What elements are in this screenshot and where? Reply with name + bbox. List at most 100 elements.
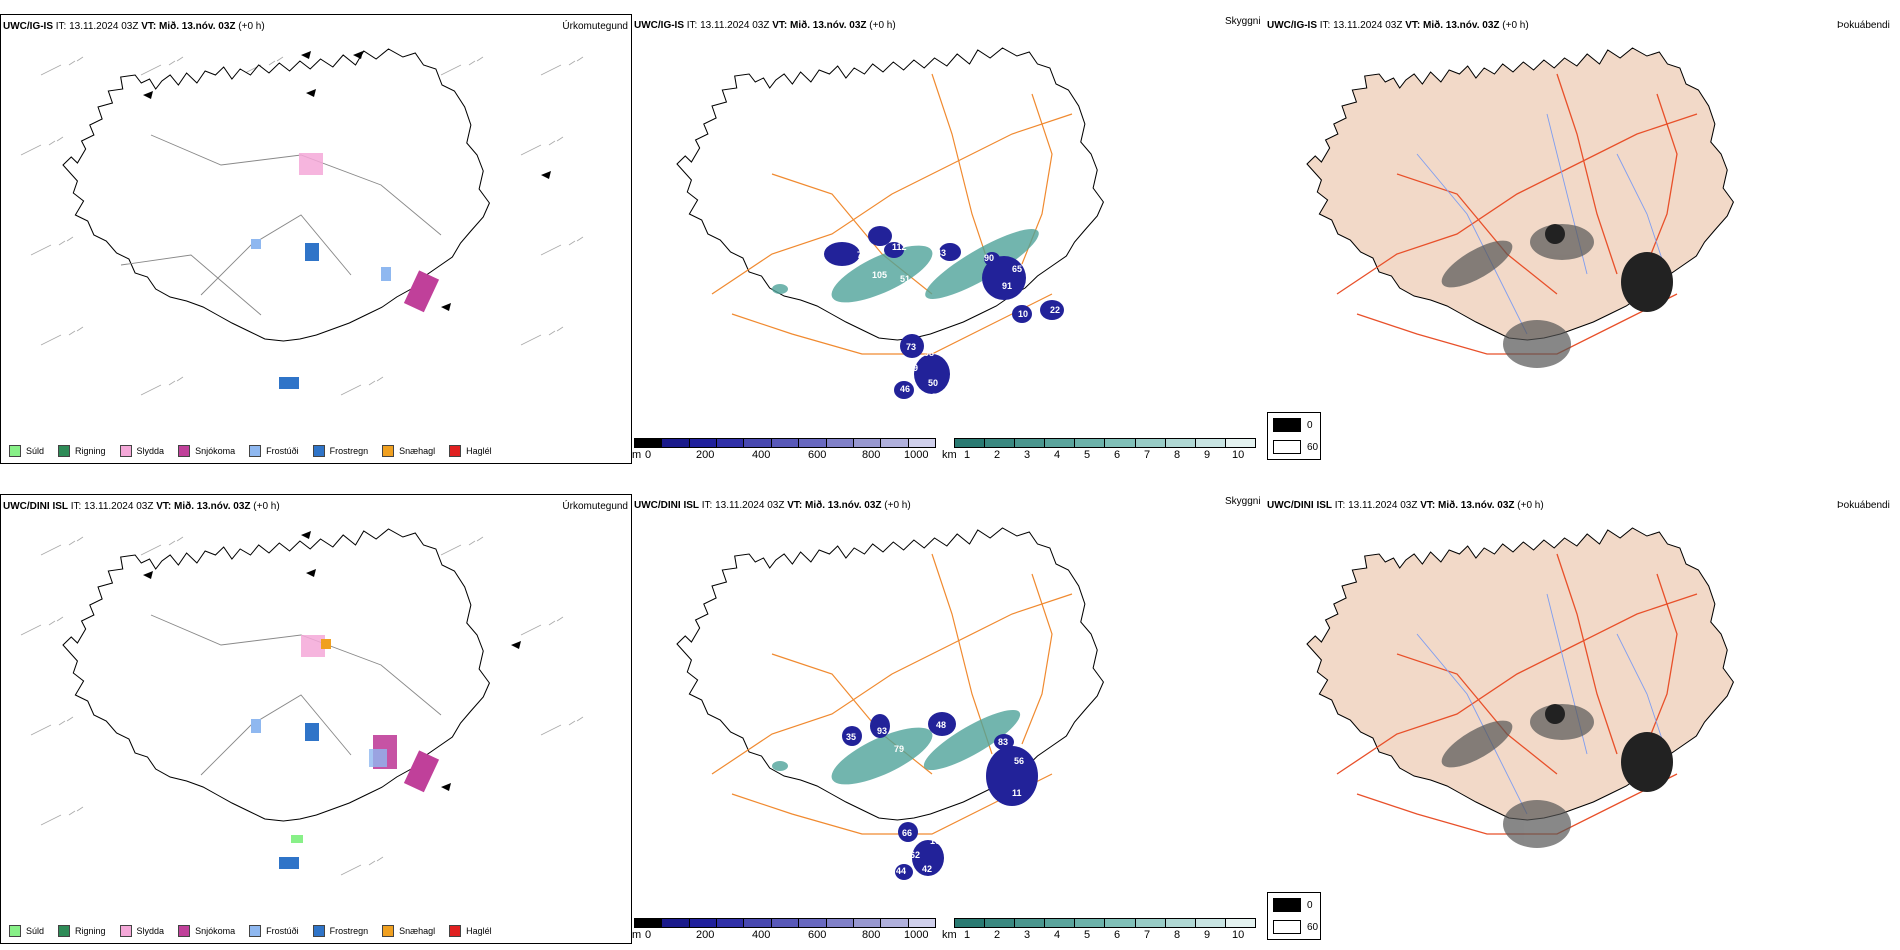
valid-time: VT: Mið. 13.nóv. 03Z <box>1420 500 1515 511</box>
ceiling-label: 43 <box>936 248 946 258</box>
ceiling-label: 50 <box>928 378 938 388</box>
panel-type-label: Þokuábendi <box>1837 500 1890 511</box>
ceiling-colorbar <box>634 918 936 928</box>
panel-header: UWC/IG-IS IT: 13.11.2024 03Z VT: Mið. 13… <box>634 20 896 32</box>
legend-item: Snjókoma <box>178 925 235 937</box>
fog-swatch <box>1273 920 1301 934</box>
ceiling-label: 90 <box>984 253 994 263</box>
ceiling-unit: m <box>632 929 642 941</box>
visibility-tick: 10 <box>1232 449 1245 461</box>
ceiling-label: 11 <box>1012 788 1022 798</box>
ceiling-tick: 600 <box>808 929 827 941</box>
valid-time: VT: Mið. 13.nóv. 03Z <box>156 501 251 512</box>
fog-panel-2: UWC/DINI ISL IT: 13.11.2024 03Z VT: Mið.… <box>1267 494 1900 944</box>
legend-swatch <box>9 925 21 937</box>
ceiling-tick: 400 <box>752 449 771 461</box>
visibility-tick: 10 <box>1232 929 1245 941</box>
issue-time: IT: 13.11.2024 03Z <box>686 20 770 31</box>
fog-legend-row: 60 <box>1273 920 1318 934</box>
issue-time: IT: 13.11.2024 03Z <box>55 21 139 32</box>
precip-legend: Súld Rigning Slydda Snjókoma Frostúði Fr… <box>9 925 506 937</box>
ceiling-label: 73 <box>906 342 916 352</box>
legend-swatch <box>119 925 132 937</box>
legend-swatch <box>312 445 325 457</box>
panel-type-label: Skyggni <box>1225 496 1261 507</box>
ceiling-label: 46 <box>900 384 910 394</box>
ceiling-unit: m <box>632 449 642 461</box>
legend-item: Snæhagl <box>382 445 435 457</box>
precip-panel-2: UWC/DINI ISL IT: 13.11.2024 03Z VT: Mið.… <box>0 494 632 944</box>
legend-swatch <box>449 925 462 937</box>
ceiling-label: 66 <box>902 828 912 838</box>
visibility-tick: 1 <box>964 449 971 461</box>
fog-legend-row: 60 <box>1273 440 1318 454</box>
lead-time: (+0 h) <box>869 20 896 31</box>
valid-time: VT: Mið. 13.nóv. 03Z <box>772 20 867 31</box>
legend-swatch <box>249 925 262 937</box>
ceiling-tick: 1000 <box>904 449 929 461</box>
legend-item: Slydda <box>119 445 164 457</box>
legend-swatch <box>382 445 395 457</box>
ceiling-label: 106 <box>930 836 945 846</box>
visibility-tick: 5 <box>1084 449 1091 461</box>
ceiling-label: 69 <box>908 363 918 373</box>
visibility-tick: 3 <box>1024 929 1031 941</box>
ceiling-label: 44 <box>896 866 906 876</box>
legend-item: Haglél <box>449 925 492 937</box>
ceiling-label: 62 <box>910 850 920 860</box>
fog-swatch <box>1273 418 1301 432</box>
valid-time: VT: Mið. 13.nóv. 03Z <box>1405 20 1500 31</box>
visibility-tick: 8 <box>1174 929 1181 941</box>
visibility-tick: 2 <box>994 449 1001 461</box>
legend-item: Frostúði <box>249 445 299 457</box>
fog-swatch <box>1273 898 1301 912</box>
lead-time: (+0 h) <box>253 501 280 512</box>
panel-header: UWC/IG-IS IT: 13.11.2024 03Z VT: Mið. 13… <box>3 21 265 33</box>
ceiling-tick: 400 <box>752 929 771 941</box>
issue-time: IT: 13.11.2024 03Z <box>701 500 785 511</box>
lead-time: (+0 h) <box>1517 500 1544 511</box>
legend-item: Slydda <box>119 925 164 937</box>
visibility-tick: 6 <box>1114 449 1121 461</box>
legend-swatch <box>312 925 325 937</box>
legend-swatch <box>449 445 462 457</box>
panel-type-label: Þokuábendi <box>1837 20 1890 31</box>
legend-item: Rigning <box>58 925 106 937</box>
legend-item: Snæhagl <box>382 925 435 937</box>
visibility-tick: 7 <box>1144 929 1151 941</box>
ceiling-label: 42 <box>922 864 932 874</box>
precip-panel-1: UWC/IG-IS IT: 13.11.2024 03Z VT: Mið. 13… <box>0 14 632 464</box>
lead-time: (+0 h) <box>884 500 911 511</box>
ceiling-tick: 800 <box>862 929 881 941</box>
fog-panel-1: UWC/IG-IS IT: 13.11.2024 03Z VT: Mið. 13… <box>1267 14 1900 464</box>
ceiling-tick: 200 <box>696 929 715 941</box>
legend-item: Frostúði <box>249 925 299 937</box>
panel-header: UWC/DINI ISL IT: 13.11.2024 03Z VT: Mið.… <box>634 500 911 512</box>
visibility-panel-1: UWC/IG-IS IT: 13.11.2024 03Z VT: Mið. 13… <box>632 14 1267 464</box>
panel-type-label: Úrkomutegund <box>562 21 628 32</box>
legend-item: Haglél <box>449 445 492 457</box>
legend-item: Súld <box>9 445 44 457</box>
ceiling-label: 105 <box>872 270 887 280</box>
ceiling-tick: 0 <box>645 449 652 461</box>
legend-swatch <box>249 445 262 457</box>
ceiling-label: 79 <box>894 744 904 754</box>
ceiling-label: 56 <box>1014 756 1024 766</box>
visibility-tick: 5 <box>1084 929 1091 941</box>
visibility-tick: 6 <box>1114 929 1121 941</box>
legend-swatch <box>9 445 21 457</box>
visibility-tick: 1 <box>964 929 971 941</box>
visibility-map: 93 48 35 79 83 56 11 66 106 62 42 44 <box>676 527 1104 880</box>
ceiling-label: 112 <box>892 242 907 252</box>
visibility-tick: 7 <box>1144 449 1151 461</box>
fog-legend: 0 60 <box>1267 892 1321 940</box>
ceiling-label: 10 <box>1018 309 1028 319</box>
model-name: UWC/IG-IS <box>3 21 53 32</box>
model-name: UWC/IG-IS <box>634 20 684 31</box>
visibility-tick: 3 <box>1024 449 1031 461</box>
ceiling-tick: 800 <box>862 449 881 461</box>
lead-time: (+0 h) <box>1502 20 1529 31</box>
panel-header: UWC/DINI ISL IT: 13.11.2024 03Z VT: Mið.… <box>1267 500 1544 512</box>
lead-time: (+0 h) <box>238 21 265 32</box>
legend-swatch <box>178 445 191 457</box>
